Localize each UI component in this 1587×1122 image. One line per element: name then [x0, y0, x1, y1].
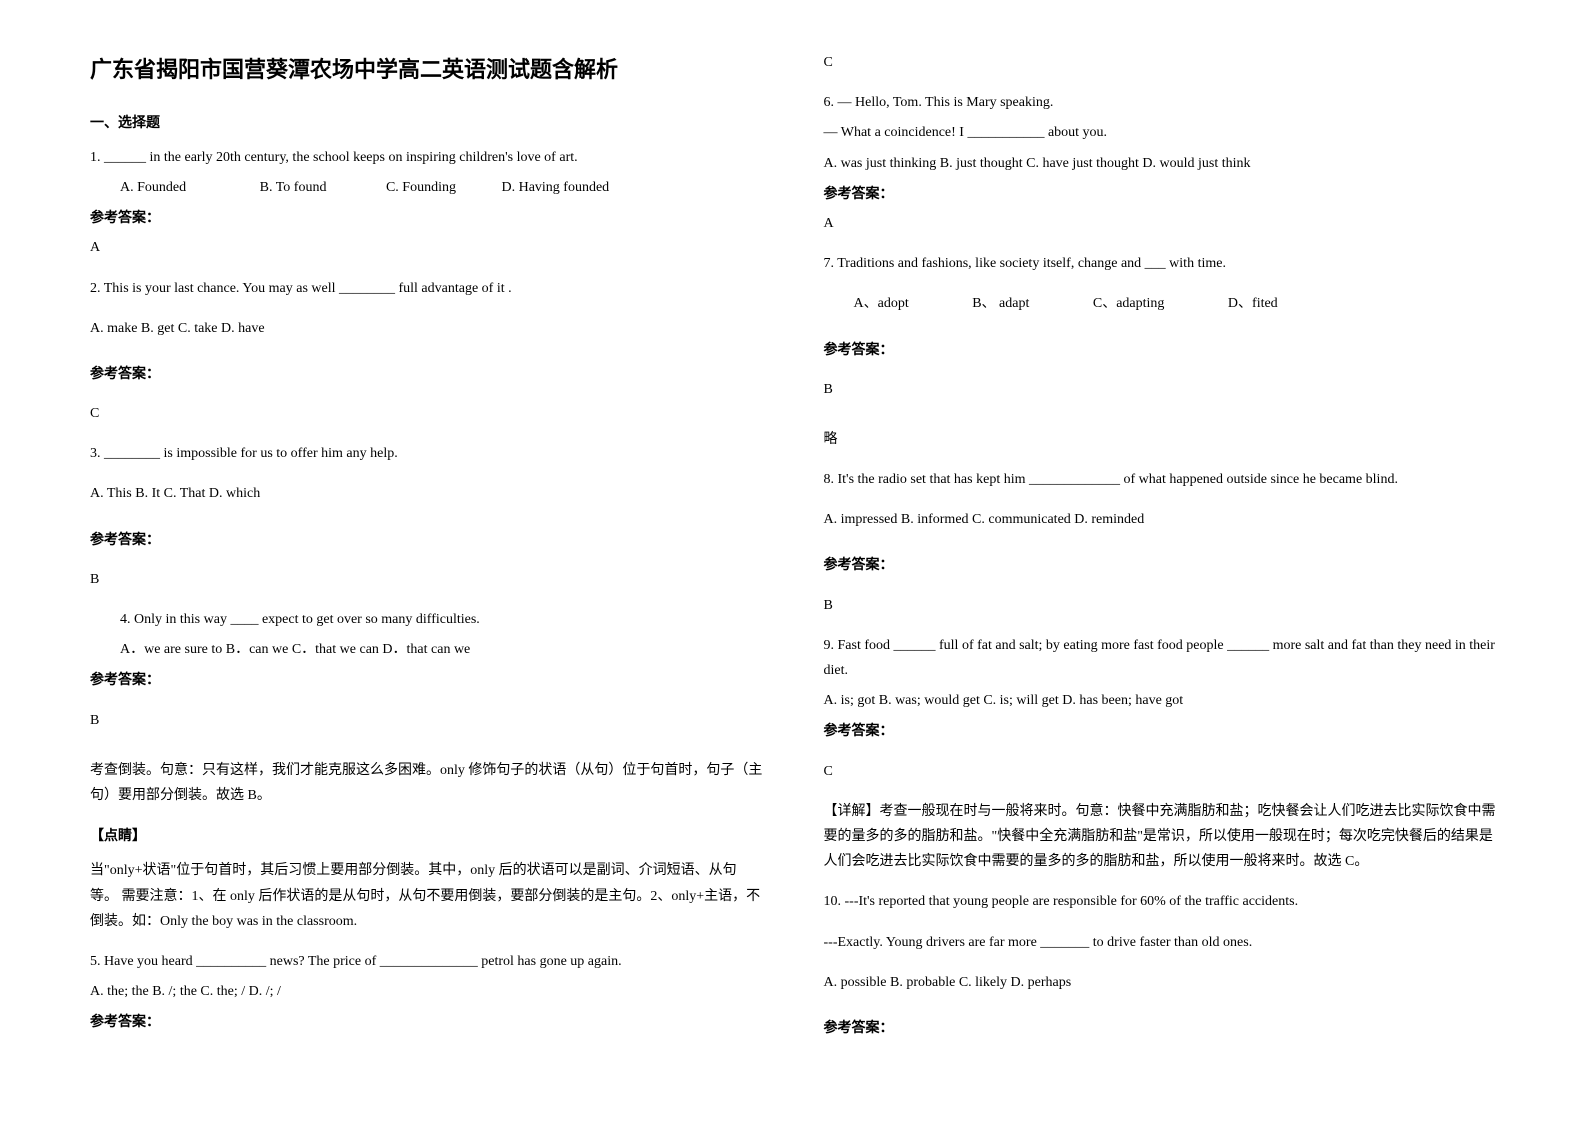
question-7: 7. Traditions and fashions, like society… — [824, 251, 1498, 276]
q7-opt-c: C、adapting — [1093, 291, 1165, 316]
q4-options: A．we are sure to B．can we C．that we can … — [120, 637, 764, 662]
q7-answer-label: 参考答案： — [824, 337, 1498, 362]
q6-answer-label: 参考答案： — [824, 181, 1498, 206]
q1-opt-a: A. Founded — [120, 180, 186, 195]
question-10-line2: ---Exactly. Young drivers are far more _… — [824, 930, 1498, 955]
q9-answer: C — [824, 759, 1498, 784]
q1-answer-label: 参考答案： — [90, 205, 764, 230]
q5-options: A. the; the B. /; the C. the; / D. /; / — [90, 979, 764, 1004]
question-6-line1: 6. — Hello, Tom. This is Mary speaking. — [824, 90, 1498, 115]
q1-opt-d: D. Having founded — [501, 180, 609, 195]
q7-answer: B — [824, 377, 1498, 402]
question-10-line1: 10. ---It's reported that young people a… — [824, 889, 1498, 914]
question-9: 9. Fast food ______ full of fat and salt… — [824, 633, 1498, 683]
q4-explain-1: 考查倒装。句意：只有这样，我们才能克服这么多困难。only 修饰句子的状语（从句… — [90, 758, 764, 808]
q1-answer: A — [90, 235, 764, 260]
q7-note: 略 — [824, 427, 1498, 452]
q7-opt-a: A、adopt — [854, 291, 909, 316]
q1-opt-b: B. To found — [260, 180, 327, 195]
q4-answer-label: 参考答案： — [90, 667, 764, 692]
question-2: 2. This is your last chance. You may as … — [90, 276, 764, 301]
q4-answer: B — [90, 708, 764, 733]
question-4: 4. Only in this way ____ expect to get o… — [120, 607, 764, 632]
q9-options: A. is; got B. was; would get C. is; will… — [824, 688, 1498, 713]
q9-explain: 【详解】考查一般现在时与一般将来时。句意：快餐中充满脂肪和盐；吃快餐会让人们吃进… — [824, 799, 1498, 875]
q5-answer-label: 参考答案： — [90, 1009, 764, 1034]
q10-options: A. possible B. probable C. likely D. per… — [824, 970, 1498, 995]
section-header: 一、选择题 — [90, 110, 764, 135]
question-5: 5. Have you heard __________ news? The p… — [90, 949, 764, 974]
q10-answer-label: 参考答案： — [824, 1015, 1498, 1040]
q5-answer: C — [824, 50, 1498, 75]
q6-answer: A — [824, 211, 1498, 236]
q3-answer: B — [90, 567, 764, 592]
q2-answer: C — [90, 401, 764, 426]
q7-opt-b: B、 adapt — [972, 291, 1029, 316]
q1-options: A. Founded B. To found C. Founding D. Ha… — [120, 175, 764, 200]
q7-options: A、adopt B、 adapt C、adapting D、fited — [854, 291, 1498, 316]
q3-options: A. This B. It C. That D. which — [90, 481, 764, 506]
q2-options: A. make B. get C. take D. have — [90, 316, 764, 341]
q3-answer-label: 参考答案： — [90, 527, 764, 552]
q2-answer-label: 参考答案： — [90, 361, 764, 386]
question-6-line2: — What a coincidence! I ___________ abou… — [824, 120, 1498, 145]
question-1: 1. ______ in the early 20th century, the… — [90, 145, 764, 170]
q8-options: A. impressed B. informed C. communicated… — [824, 507, 1498, 532]
q6-options: A. was just thinking B. just thought C. … — [824, 151, 1498, 176]
q4-explain-2: 当"only+状语"位于句首时，其后习惯上要用部分倒装。其中，only 后的状语… — [90, 858, 764, 934]
q1-opt-c: C. Founding — [386, 180, 456, 195]
q7-opt-d: D、fited — [1228, 291, 1278, 316]
q9-answer-label: 参考答案： — [824, 718, 1498, 743]
q8-answer: B — [824, 593, 1498, 618]
question-8: 8. It's the radio set that has kept him … — [824, 467, 1498, 492]
page-title: 广东省揭阳市国营葵潭农场中学高二英语测试题含解析 — [90, 50, 764, 90]
q4-tip-label: 【点睛】 — [90, 823, 764, 848]
question-3: 3. ________ is impossible for us to offe… — [90, 441, 764, 466]
q8-answer-label: 参考答案： — [824, 552, 1498, 577]
